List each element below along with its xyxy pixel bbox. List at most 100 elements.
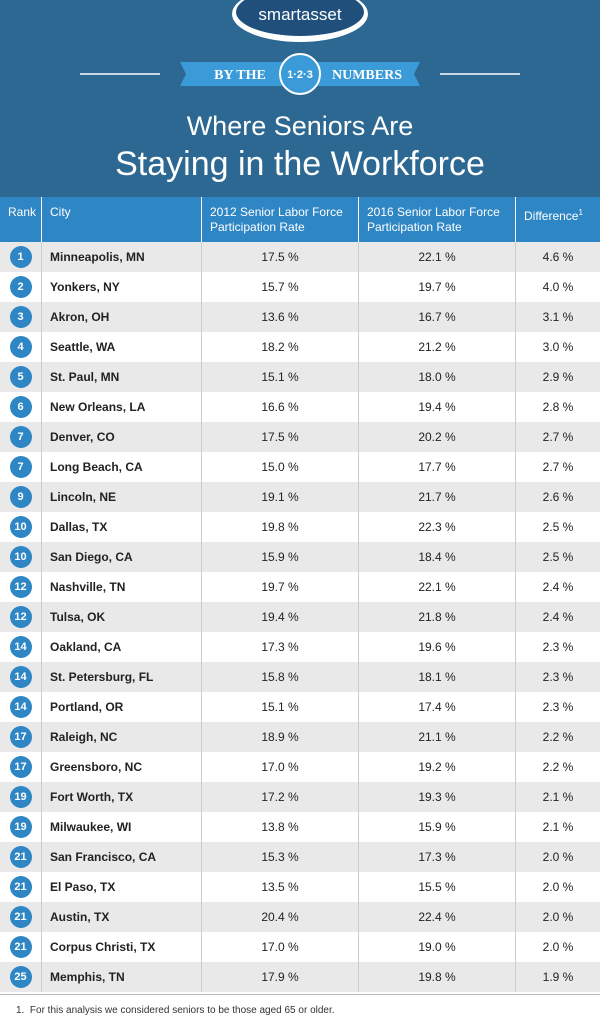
table-row: 7 Denver, CO 17.5 % 20.2 % 2.7 %	[0, 422, 600, 452]
table-cell: Long Beach, CA	[42, 452, 202, 482]
table-cell: 2.1 %	[516, 782, 600, 812]
table-cell: 21	[0, 842, 42, 872]
table-cell: 22.3 %	[359, 512, 516, 542]
table-cell: 16.7 %	[359, 302, 516, 332]
cell-text: Denver, CO	[50, 430, 115, 444]
table-cell: 19.1 %	[202, 482, 359, 512]
note-mark: 1	[578, 208, 583, 217]
cell-text: 22.1 %	[418, 580, 456, 594]
cell-text: 13.6 %	[261, 310, 299, 324]
table-cell: 15.8 %	[202, 662, 359, 692]
cell-text: 15.1 %	[261, 700, 299, 714]
table-cell: St. Paul, MN	[42, 362, 202, 392]
table-body: 1 Minneapolis, MN 17.5 % 22.1 % 4.6 % 2 Yonker…	[0, 242, 600, 992]
rank-badge: 25	[9, 966, 32, 988]
rank-badge: 3	[9, 306, 32, 328]
cell-text: Tulsa, OK	[50, 610, 106, 624]
table-cell: San Francisco, CA	[42, 842, 202, 872]
column-header-cell: City	[42, 197, 202, 242]
table-row: 14 Oakland, CA 17.3 % 19.6 % 2.3 %	[0, 632, 600, 662]
table-cell: 15.9 %	[359, 812, 516, 842]
cell-text: 2.0 %	[542, 940, 574, 954]
cell-text: 20.2 %	[418, 430, 456, 444]
table-cell: 19.4 %	[202, 602, 359, 632]
cell-text: 15.1 %	[261, 370, 299, 384]
cell-text: 2.1 %	[542, 820, 574, 834]
rank-badge: 21	[9, 846, 32, 868]
table-row: 17 Raleigh, NC 18.9 % 21.1 % 2.2 %	[0, 722, 600, 752]
cell-text: 2.2 %	[542, 760, 574, 774]
table-cell: 19.7 %	[202, 572, 359, 602]
rank-badge: 19	[9, 816, 32, 838]
cell-text: 3.1 %	[542, 310, 574, 324]
table-cell: 2.3 %	[516, 632, 600, 662]
table-cell: 17	[0, 752, 42, 782]
cell-text: 19.8 %	[418, 970, 456, 984]
table-cell: 22.4 %	[359, 902, 516, 932]
cell-text: 19.7 %	[418, 280, 456, 294]
table-row: 9 Lincoln, NE 19.1 % 21.7 % 2.6 %	[0, 482, 600, 512]
table-row: 19 Fort Worth, TX 17.2 % 19.3 % 2.1 %	[0, 782, 600, 812]
table-cell: 21	[0, 902, 42, 932]
cell-text: San Francisco, CA	[50, 850, 157, 864]
table-row: 14 Portland, OR 15.1 % 17.4 % 2.3 %	[0, 692, 600, 722]
banner-right: NUMBERS	[332, 68, 402, 83]
cell-text: 2.0 %	[542, 910, 574, 924]
cell-text: 17.4 %	[418, 700, 456, 714]
cell-text: 13.8 %	[261, 820, 299, 834]
cell-text: 2.3 %	[542, 670, 574, 684]
table-cell: 19	[0, 782, 42, 812]
cell-text: 17.5 %	[261, 430, 299, 444]
table-cell: New Orleans, LA	[42, 392, 202, 422]
cell-text: 21.2 %	[418, 340, 456, 354]
table-cell: 2.1 %	[516, 812, 600, 842]
table-cell: Tulsa, OK	[42, 602, 202, 632]
table-row: 19 Milwaukee, WI 13.8 % 15.9 % 2.1 %	[0, 812, 600, 842]
table-cell: Memphis, TN	[42, 962, 202, 992]
table-cell: 18.1 %	[359, 662, 516, 692]
rank-badge: 12	[9, 606, 32, 628]
table-cell: 15.7 %	[202, 272, 359, 302]
table-cell: 3.0 %	[516, 332, 600, 362]
rank-badge: 17	[9, 726, 32, 748]
table-cell: 4.6 %	[516, 242, 600, 272]
table-cell: 9	[0, 482, 42, 512]
table-cell: San Diego, CA	[42, 542, 202, 572]
rank-badge: 7	[9, 456, 32, 478]
cell-text: Corpus Christi, TX	[50, 940, 156, 954]
table-cell: 21.8 %	[359, 602, 516, 632]
table-cell: Seattle, WA	[42, 332, 202, 362]
rank-badge: 9	[9, 486, 32, 508]
table-cell: 19.2 %	[359, 752, 516, 782]
cell-text: 1.9 %	[542, 970, 574, 984]
footnote-text: For this analysis we considered seniors …	[29, 1005, 335, 1016]
table-cell: 15.5 %	[359, 872, 516, 902]
column-header-cell: 2012 Senior Labor Force Participation Ra…	[202, 197, 359, 242]
table-cell: 20.4 %	[202, 902, 359, 932]
table-row: 14 St. Petersburg, FL 15.8 % 18.1 % 2.3 %	[0, 662, 600, 692]
cell-text: 22.4 %	[418, 910, 456, 924]
cell-text: 18.0 %	[418, 370, 456, 384]
column-header: Rank	[8, 205, 37, 219]
table-row: 12 Nashville, TN 19.7 % 22.1 % 2.4 %	[0, 572, 600, 602]
table-cell: 2.4 %	[516, 572, 600, 602]
rank-badge: 6	[9, 396, 32, 418]
rank-badge: 21	[9, 936, 32, 958]
cell-text: 2.9 %	[542, 370, 574, 384]
table-cell: 17.0 %	[202, 932, 359, 962]
table-cell: 18.4 %	[359, 542, 516, 572]
cell-text: 2.8 %	[542, 400, 574, 414]
cell-text: 4.6 %	[542, 250, 574, 264]
cell-text: 16.6 %	[261, 400, 299, 414]
cell-text: 17.0 %	[261, 760, 299, 774]
table-cell: 2.2 %	[516, 722, 600, 752]
cell-text: Fort Worth, TX	[50, 790, 134, 804]
table: Rank City 2012 Senior Labor Force Particip…	[0, 197, 600, 992]
table-row: 21 El Paso, TX 13.5 % 15.5 % 2.0 %	[0, 872, 600, 902]
table-cell: Raleigh, NC	[42, 722, 202, 752]
rank-badge: 14	[9, 636, 32, 658]
table-cell: 19.4 %	[359, 392, 516, 422]
cell-text: 21.7 %	[418, 490, 456, 504]
table-row: 10 San Diego, CA 15.9 % 18.4 % 2.5 %	[0, 542, 600, 572]
